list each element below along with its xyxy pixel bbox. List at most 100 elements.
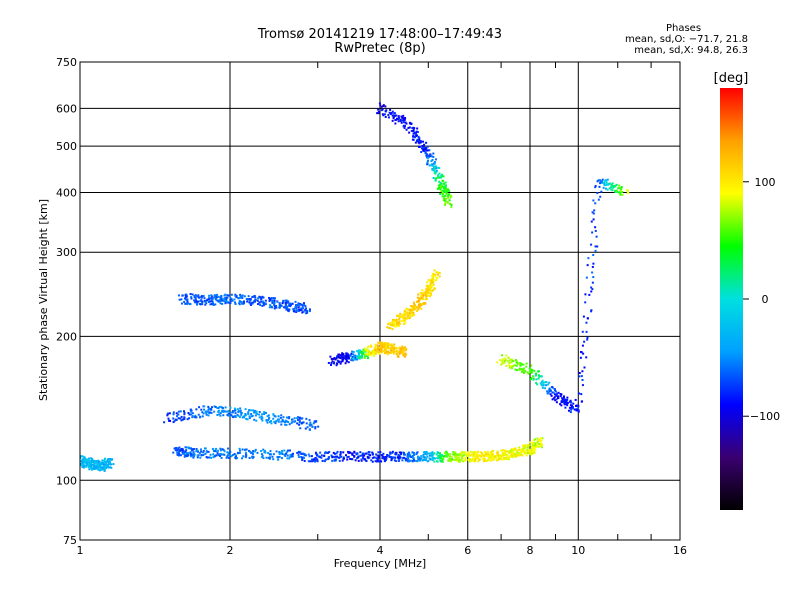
data-point xyxy=(321,459,324,462)
data-point xyxy=(395,114,398,117)
data-point xyxy=(301,417,304,420)
data-point xyxy=(518,368,521,371)
data-point xyxy=(612,186,615,189)
data-point xyxy=(95,467,98,470)
data-point xyxy=(222,409,225,412)
data-point xyxy=(505,354,508,357)
data-point xyxy=(281,452,284,455)
data-point xyxy=(97,466,100,469)
data-point xyxy=(537,377,540,380)
data-point xyxy=(378,456,381,459)
data-point xyxy=(523,367,526,370)
data-point xyxy=(413,126,416,129)
data-point xyxy=(379,347,382,350)
data-point xyxy=(374,348,377,351)
data-point xyxy=(438,180,441,183)
data-point xyxy=(412,129,415,132)
data-point xyxy=(391,119,394,122)
data-point xyxy=(255,410,258,413)
data-point xyxy=(404,352,407,355)
data-point xyxy=(338,353,341,356)
data-point xyxy=(595,235,598,238)
data-point xyxy=(434,171,437,174)
data-point xyxy=(417,308,420,311)
data-point xyxy=(287,449,290,452)
data-point xyxy=(420,302,423,305)
data-point xyxy=(226,414,229,417)
data-point xyxy=(347,361,350,364)
data-point xyxy=(299,427,302,430)
data-point xyxy=(256,451,259,454)
data-point xyxy=(394,119,397,122)
data-point xyxy=(227,452,230,455)
data-point xyxy=(526,446,529,449)
data-point xyxy=(352,350,355,353)
data-point xyxy=(385,342,388,345)
data-point xyxy=(573,408,576,411)
data-point xyxy=(551,391,554,394)
data-point xyxy=(371,452,374,455)
data-point xyxy=(245,453,248,456)
data-point xyxy=(545,384,548,387)
data-point xyxy=(578,392,581,395)
data-point xyxy=(392,456,395,459)
data-point xyxy=(439,454,442,457)
data-point xyxy=(107,462,110,465)
plot-frame xyxy=(79,61,681,541)
data-point xyxy=(215,454,218,457)
data-point xyxy=(207,405,210,408)
data-point xyxy=(534,438,537,441)
data-point xyxy=(438,275,441,278)
data-point xyxy=(295,304,298,307)
data-point xyxy=(190,409,193,412)
data-point xyxy=(608,182,611,185)
data-point xyxy=(424,302,427,305)
data-point xyxy=(466,454,469,457)
data-point xyxy=(315,454,318,457)
data-point xyxy=(508,450,511,453)
data-point xyxy=(479,451,482,454)
data-point xyxy=(186,453,189,456)
data-point xyxy=(557,391,560,394)
data-point xyxy=(178,452,181,455)
data-point xyxy=(220,456,223,459)
data-point xyxy=(284,299,287,302)
data-point xyxy=(250,415,253,418)
data-point xyxy=(265,456,268,459)
data-point xyxy=(428,292,431,295)
data-point xyxy=(334,358,337,361)
data-point xyxy=(184,446,187,449)
data-point xyxy=(185,446,188,449)
data-point xyxy=(503,454,506,457)
data-point xyxy=(271,306,274,309)
data-point xyxy=(388,321,391,324)
data-point xyxy=(356,350,359,353)
data-point xyxy=(614,184,617,187)
data-point xyxy=(232,415,235,418)
data-point xyxy=(377,108,380,111)
data-point xyxy=(553,387,556,390)
data-point xyxy=(372,354,375,357)
data-point xyxy=(84,464,87,467)
data-point xyxy=(483,459,486,462)
data-point xyxy=(498,455,501,458)
data-point xyxy=(195,300,198,303)
data-point xyxy=(372,350,375,353)
data-point xyxy=(358,353,361,356)
data-point xyxy=(513,364,516,367)
data-point xyxy=(407,313,410,316)
data-point xyxy=(400,347,403,350)
data-point xyxy=(503,362,506,365)
data-point xyxy=(383,345,386,348)
data-point xyxy=(585,330,588,333)
data-point xyxy=(518,448,521,451)
data-point xyxy=(537,445,540,448)
chart-title-line-1: Tromsø 20141219 17:48:00–17:49:43 xyxy=(257,27,503,42)
data-point xyxy=(618,184,621,187)
data-point xyxy=(174,447,177,450)
data-point xyxy=(288,416,291,419)
data-point xyxy=(426,455,429,458)
data-point xyxy=(297,456,300,459)
data-point xyxy=(557,395,560,398)
data-point xyxy=(87,466,90,469)
